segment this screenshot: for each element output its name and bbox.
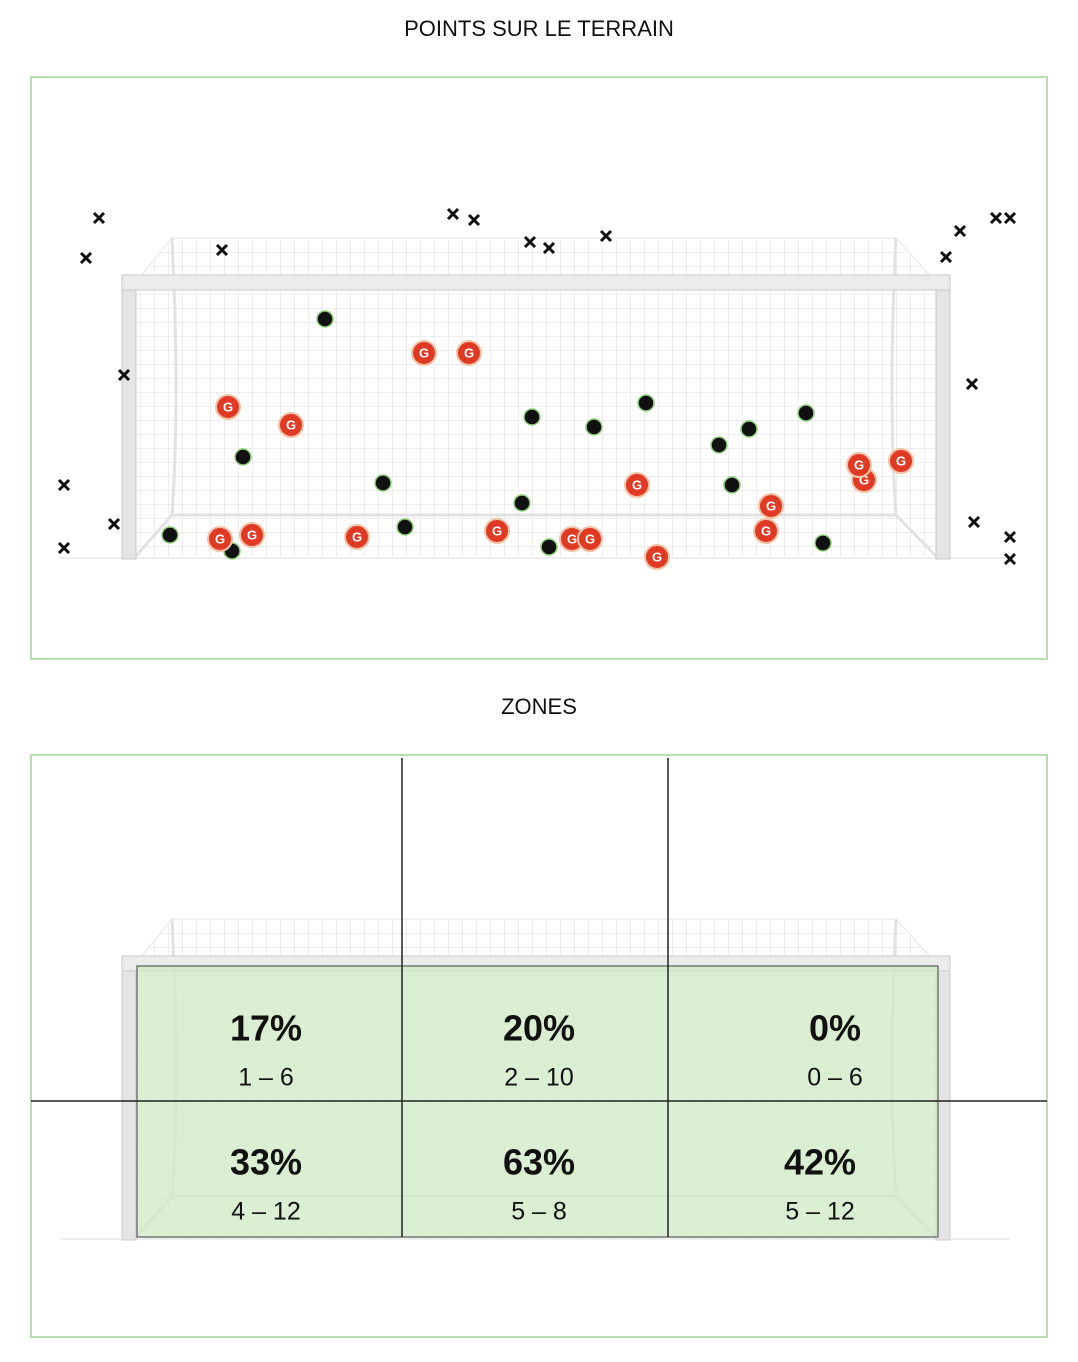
goal-marker <box>456 340 482 366</box>
goal-marker-label: G <box>585 531 595 546</box>
save-marker <box>316 310 334 328</box>
zone-percent: 42% <box>784 1142 856 1183</box>
save-marker <box>234 448 252 466</box>
goal-marker <box>278 412 304 438</box>
goal-marker-label: G <box>896 453 906 468</box>
miss-marker <box>965 377 979 391</box>
miss-marker <box>542 241 556 255</box>
miss-marker <box>953 224 967 238</box>
goal-marker-label: G <box>567 531 577 546</box>
miss-marker <box>599 229 613 243</box>
miss-marker <box>467 213 481 227</box>
goal-marker <box>411 340 437 366</box>
goal-marker-label: G <box>766 498 776 513</box>
goal <box>58 236 1012 561</box>
save-marker <box>396 518 414 536</box>
goal-marker-label: G <box>632 477 642 492</box>
miss-marker <box>215 243 229 257</box>
zone-range: 5 – 12 <box>785 1198 855 1226</box>
save-marker <box>161 526 179 544</box>
goal-marker <box>577 526 603 552</box>
miss-marker <box>989 211 1003 225</box>
save-marker <box>814 534 832 552</box>
goal-marker <box>758 493 784 519</box>
zone-percent: 20% <box>503 1008 575 1049</box>
miss-marker <box>939 250 953 264</box>
miss-marker <box>1003 211 1017 225</box>
miss-marker <box>79 251 93 265</box>
zone-percent: 0% <box>809 1008 861 1049</box>
goal-marker-label: G <box>854 457 864 472</box>
goal-marker <box>239 522 265 548</box>
goal-marker-label: G <box>464 345 474 360</box>
goal-marker <box>344 524 370 550</box>
save-marker <box>585 418 603 436</box>
miss-marker <box>117 368 131 382</box>
goal-marker <box>207 526 233 552</box>
miss-marker <box>1003 552 1017 566</box>
zones: 17% 1 – 6 20% 2 – 10 0% 0 – 6 33% 4 – 12 63% 5 – … <box>230 1008 863 1226</box>
goal-marker-label: G <box>761 523 771 538</box>
miss-marker <box>1003 530 1017 544</box>
miss-marker <box>967 515 981 529</box>
save-marker <box>797 404 815 422</box>
miss-marker <box>446 207 460 221</box>
goal-marker-label: G <box>652 549 662 564</box>
zone-range: 5 – 8 <box>511 1198 567 1226</box>
goal-marker-label: G <box>859 472 869 487</box>
zone-percent: 33% <box>230 1142 302 1183</box>
save-marker <box>637 394 655 412</box>
save-marker <box>710 436 728 454</box>
goal-marker-label: G <box>352 529 362 544</box>
zone-range: 2 – 10 <box>504 1064 574 1092</box>
zone-percent: 63% <box>503 1142 575 1183</box>
section-title: POINTS SUR LE TERRAIN <box>404 16 674 41</box>
zone-range: 4 – 12 <box>231 1198 301 1226</box>
goal-marker-label: G <box>215 531 225 546</box>
goal-marker-label: G <box>286 417 296 432</box>
miss-marker <box>57 478 71 492</box>
miss-marker <box>523 235 537 249</box>
save-marker <box>374 474 392 492</box>
goal-marker <box>624 472 650 498</box>
miss-marker <box>92 211 106 225</box>
goal-marker-label: G <box>419 345 429 360</box>
zone-range: 1 – 6 <box>238 1064 294 1092</box>
section-title: ZONES <box>501 694 577 719</box>
save-marker <box>513 494 531 512</box>
save-marker <box>540 538 558 556</box>
goal-marker <box>644 544 670 570</box>
miss-marker <box>57 541 71 555</box>
goal-marker <box>753 518 779 544</box>
save-marker <box>723 476 741 494</box>
miss-marker <box>107 517 121 531</box>
goal-marker <box>215 394 241 420</box>
goal-marker-label: G <box>223 399 233 414</box>
zone-percent: 17% <box>230 1008 302 1049</box>
goal-marker-label: G <box>492 523 502 538</box>
save-marker <box>523 408 541 426</box>
goal-marker <box>888 448 914 474</box>
goal-marker <box>484 518 510 544</box>
goal-marker <box>846 452 872 478</box>
zone-range: 0 – 6 <box>807 1064 863 1092</box>
goal-marker-label: G <box>247 527 257 542</box>
save-marker <box>740 420 758 438</box>
